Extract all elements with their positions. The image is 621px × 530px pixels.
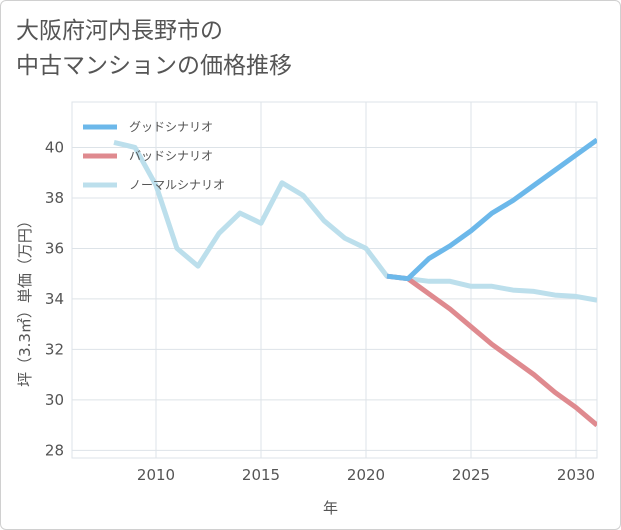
x-tick-label-2015: 2015 bbox=[242, 466, 280, 484]
y-tick-label-38: 38 bbox=[45, 189, 64, 207]
x-tick-label-2020: 2020 bbox=[347, 466, 385, 484]
series-line-good bbox=[386, 137, 597, 282]
legend-label-normal: ノーマルシナリオ bbox=[129, 178, 225, 192]
series-line-normal bbox=[113, 139, 597, 303]
y-tick-label-36: 36 bbox=[45, 239, 64, 257]
chart-title-line-1: 大阪府河内長野市の bbox=[16, 18, 223, 44]
series-line-bad bbox=[386, 273, 597, 428]
x-tick-label-2010: 2010 bbox=[137, 466, 175, 484]
y-tick-label-28: 28 bbox=[45, 441, 64, 459]
x-axis-label: 年 bbox=[323, 499, 338, 517]
x-tick-label-2030: 2030 bbox=[557, 466, 595, 484]
plot-area-border bbox=[71, 101, 598, 459]
y-tick-label-40: 40 bbox=[45, 138, 64, 156]
legend-label-good: グッドシナリオ bbox=[129, 120, 213, 134]
chart-title: 大阪府河内長野市の 中古マンションの価格推移 bbox=[16, 14, 292, 84]
y-tick-label-32: 32 bbox=[45, 340, 64, 358]
x-tick-label-2025: 2025 bbox=[452, 466, 490, 484]
legend-label-bad: バッドシナリオ bbox=[129, 149, 213, 163]
chart-title-line-2: 中古マンションの価格推移 bbox=[16, 53, 292, 79]
y-tick-label-34: 34 bbox=[45, 290, 64, 308]
y-axis-label: 坪（3.3㎡）単価（万円） bbox=[16, 213, 34, 387]
y-tick-label-30: 30 bbox=[45, 391, 64, 409]
